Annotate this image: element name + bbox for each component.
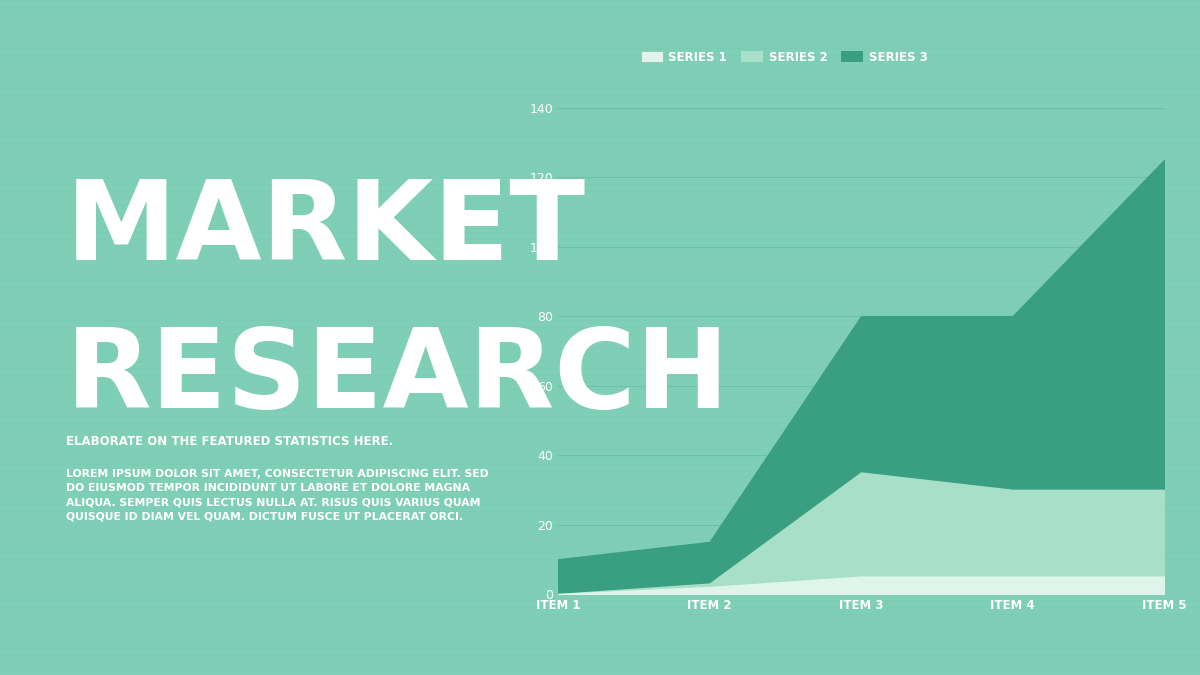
Text: MARKET: MARKET (66, 176, 586, 283)
Text: LOREM IPSUM DOLOR SIT AMET, CONSECTETUR ADIPISCING ELIT. SED
DO EIUSMOD TEMPOR I: LOREM IPSUM DOLOR SIT AMET, CONSECTETUR … (66, 469, 488, 521)
Text: RESEARCH: RESEARCH (66, 324, 730, 431)
Legend: SERIES 1, SERIES 2, SERIES 3: SERIES 1, SERIES 2, SERIES 3 (637, 46, 932, 68)
Text: ELABORATE ON THE FEATURED STATISTICS HERE.: ELABORATE ON THE FEATURED STATISTICS HER… (66, 435, 394, 448)
